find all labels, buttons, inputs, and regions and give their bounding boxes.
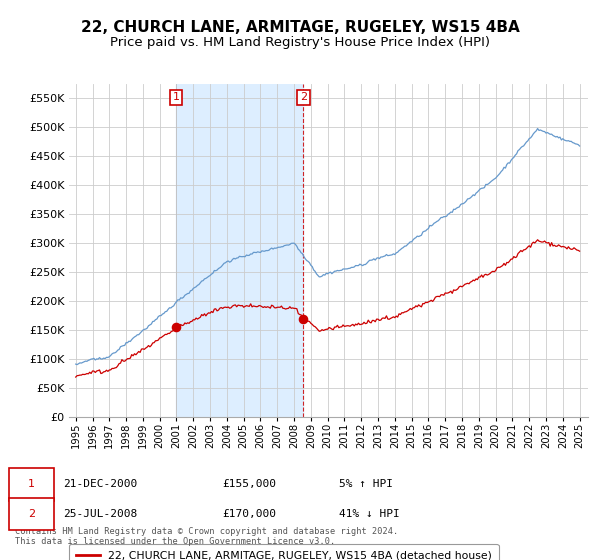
- Point: [299, 314, 308, 323]
- Text: 2: 2: [28, 509, 35, 519]
- Text: 1: 1: [28, 479, 35, 489]
- Point: [171, 323, 181, 332]
- Text: 41% ↓ HPI: 41% ↓ HPI: [339, 509, 400, 519]
- Text: 25-JUL-2008: 25-JUL-2008: [63, 509, 137, 519]
- Bar: [176, 84, 304, 417]
- Text: 22, CHURCH LANE, ARMITAGE, RUGELEY, WS15 4BA: 22, CHURCH LANE, ARMITAGE, RUGELEY, WS15…: [80, 20, 520, 35]
- Text: 5% ↑ HPI: 5% ↑ HPI: [339, 479, 393, 489]
- Text: 1: 1: [172, 92, 179, 102]
- Text: 2: 2: [300, 92, 307, 102]
- Text: £170,000: £170,000: [222, 509, 276, 519]
- Text: 21-DEC-2000: 21-DEC-2000: [63, 479, 137, 489]
- Text: £155,000: £155,000: [222, 479, 276, 489]
- Text: Contains HM Land Registry data © Crown copyright and database right 2024.
This d: Contains HM Land Registry data © Crown c…: [15, 526, 398, 546]
- Text: Price paid vs. HM Land Registry's House Price Index (HPI): Price paid vs. HM Land Registry's House …: [110, 36, 490, 49]
- Legend: 22, CHURCH LANE, ARMITAGE, RUGELEY, WS15 4BA (detached house), HPI: Average pric: 22, CHURCH LANE, ARMITAGE, RUGELEY, WS15…: [69, 544, 499, 560]
